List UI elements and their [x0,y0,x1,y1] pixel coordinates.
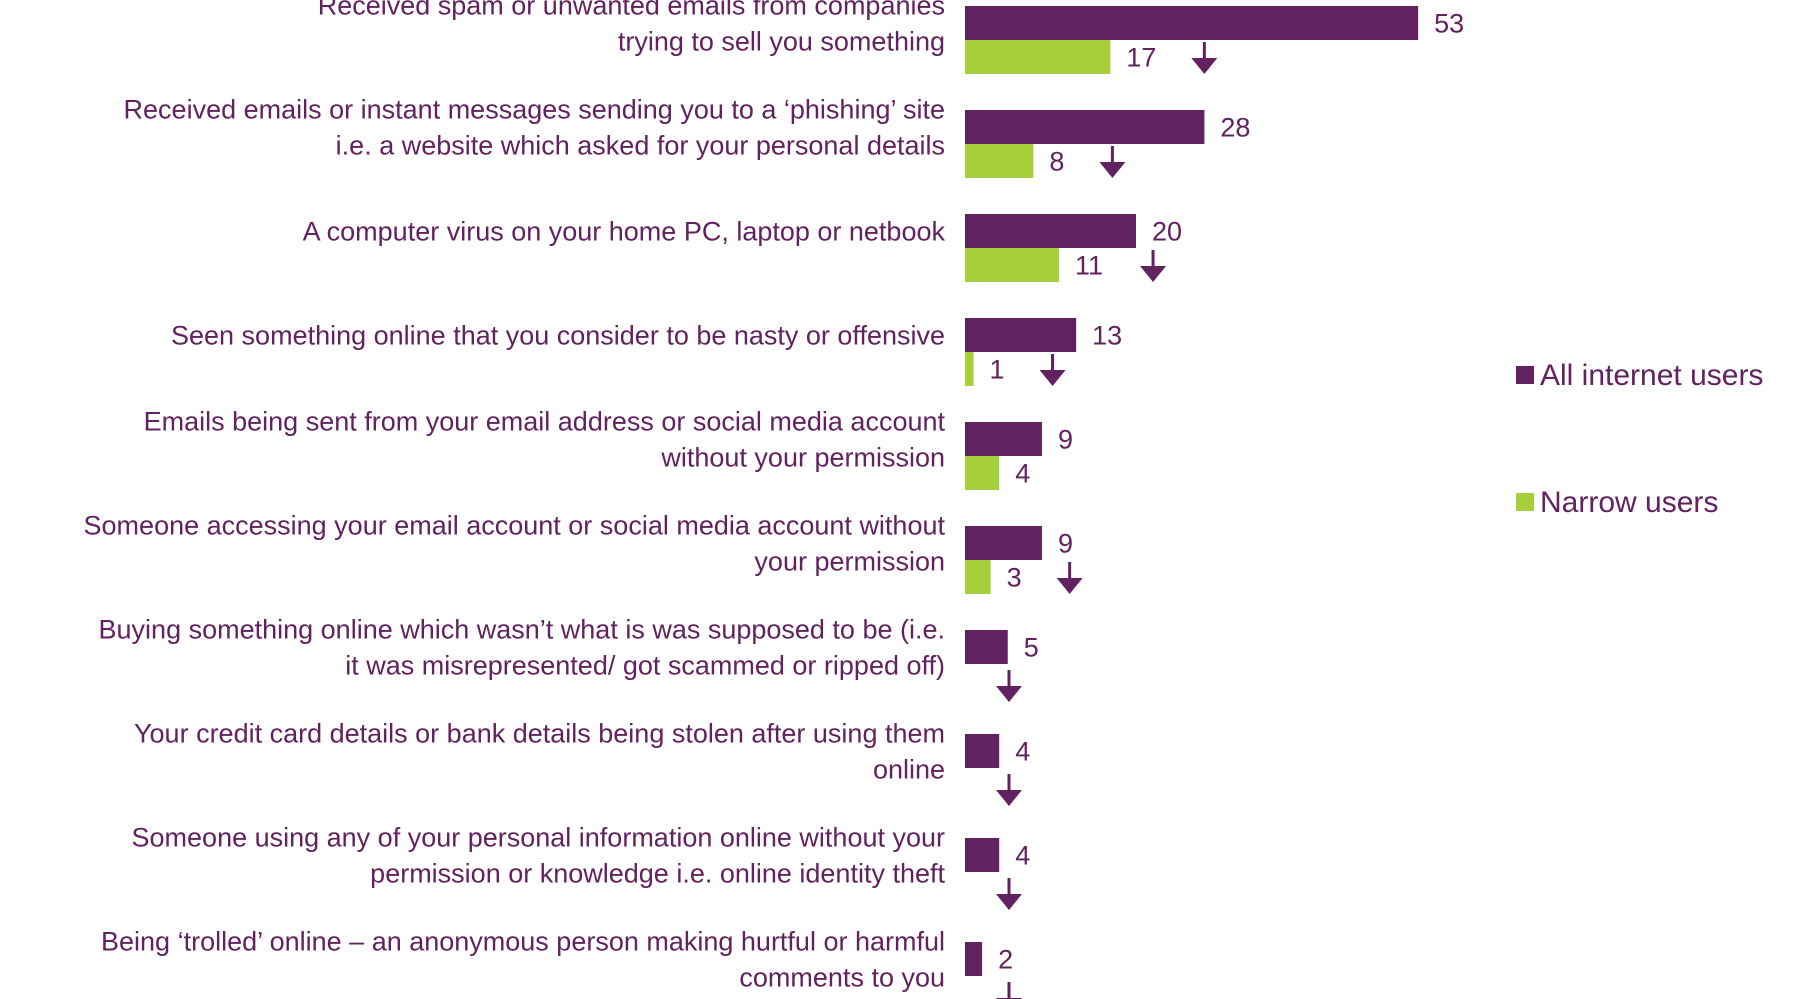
category-label: without your permission [660,443,945,473]
value-label: 4 [1015,737,1030,767]
category-label: Being ‘trolled’ online – an anonymous pe… [101,927,945,957]
category-label: Received spam or unwanted emails from co… [318,0,945,21]
value-label: 9 [1058,529,1073,559]
bar-narrow-users [965,560,991,594]
bar-all-internet-users [965,318,1077,352]
category-label: Someone accessing your email account or … [84,511,946,541]
down-arrow-icon [996,878,1022,910]
bar-narrow-users [965,352,974,386]
value-label: 11 [1075,251,1103,281]
legend-label: Narrow users [1540,486,1718,519]
value-label: 4 [1015,459,1030,489]
value-label: 1 [990,355,1005,385]
down-arrow-icon [1191,42,1218,74]
bar-all-internet-users [965,422,1042,456]
category-label: permission or knowledge i.e. online iden… [370,859,945,889]
bar-narrow-users [965,456,1000,490]
bar-narrow-users [965,248,1060,282]
category-label: Received emails or instant messages send… [124,95,945,125]
value-label: 28 [1220,113,1250,143]
category-label: Seen something online that you consider … [171,321,945,351]
category-label: comments to you [739,963,945,993]
legend-item: Narrow users [1516,486,1718,519]
category-label: A computer virus on your home PC, laptop… [303,217,946,247]
down-arrow-icon [1039,354,1066,386]
down-arrow-icon [996,670,1022,702]
bar-all-internet-users [965,214,1136,248]
bar-all-internet-users [965,526,1042,560]
bar-all-internet-users [965,110,1205,144]
category-label: it was misrepresented/ got scammed or ri… [345,651,945,681]
legend-swatch [1516,493,1534,511]
value-label: 2 [998,945,1013,975]
value-label: 17 [1126,43,1156,73]
value-label: 4 [1015,841,1030,871]
category-label: Someone using any of your personal infor… [132,823,945,853]
category-labels: Received spam or unwanted emails from co… [84,0,946,993]
down-arrow-icon [996,982,1022,999]
bar-all-internet-users [965,942,983,976]
category-label: trying to sell you something [618,27,945,57]
bar-narrow-users [965,144,1034,178]
bar-all-internet-users [965,6,1419,40]
legend-item: All internet users [1516,359,1763,392]
bars [965,6,1419,976]
category-label: your permission [754,547,945,577]
value-label: 5 [1024,633,1039,663]
value-label: 20 [1152,217,1182,247]
category-label: i.e. a website which asked for your pers… [336,131,945,161]
bar-all-internet-users [965,734,1000,768]
down-arrow-icon [1099,146,1126,178]
legend: All internet users Narrow users [1516,359,1763,519]
value-label: 3 [1007,563,1022,593]
legend-swatch [1516,366,1534,384]
bar-narrow-users [965,40,1111,74]
bar-all-internet-users [965,838,1000,872]
category-label: Emails being sent from your email addres… [144,407,946,437]
down-arrow-icon [1056,562,1083,594]
category-label: online [873,755,945,785]
significance-arrows [996,42,1218,999]
down-arrow-icon [1140,250,1167,282]
value-label: 9 [1058,425,1073,455]
legend-label: All internet users [1540,359,1763,392]
down-arrow-icon [996,774,1022,806]
value-label: 13 [1092,321,1122,351]
category-label: Buying something online which wasn’t wha… [99,615,945,645]
value-label: 8 [1049,147,1064,177]
value-label: 53 [1434,9,1464,39]
bar-all-internet-users [965,630,1008,664]
category-label: Your credit card details or bank details… [134,719,945,749]
